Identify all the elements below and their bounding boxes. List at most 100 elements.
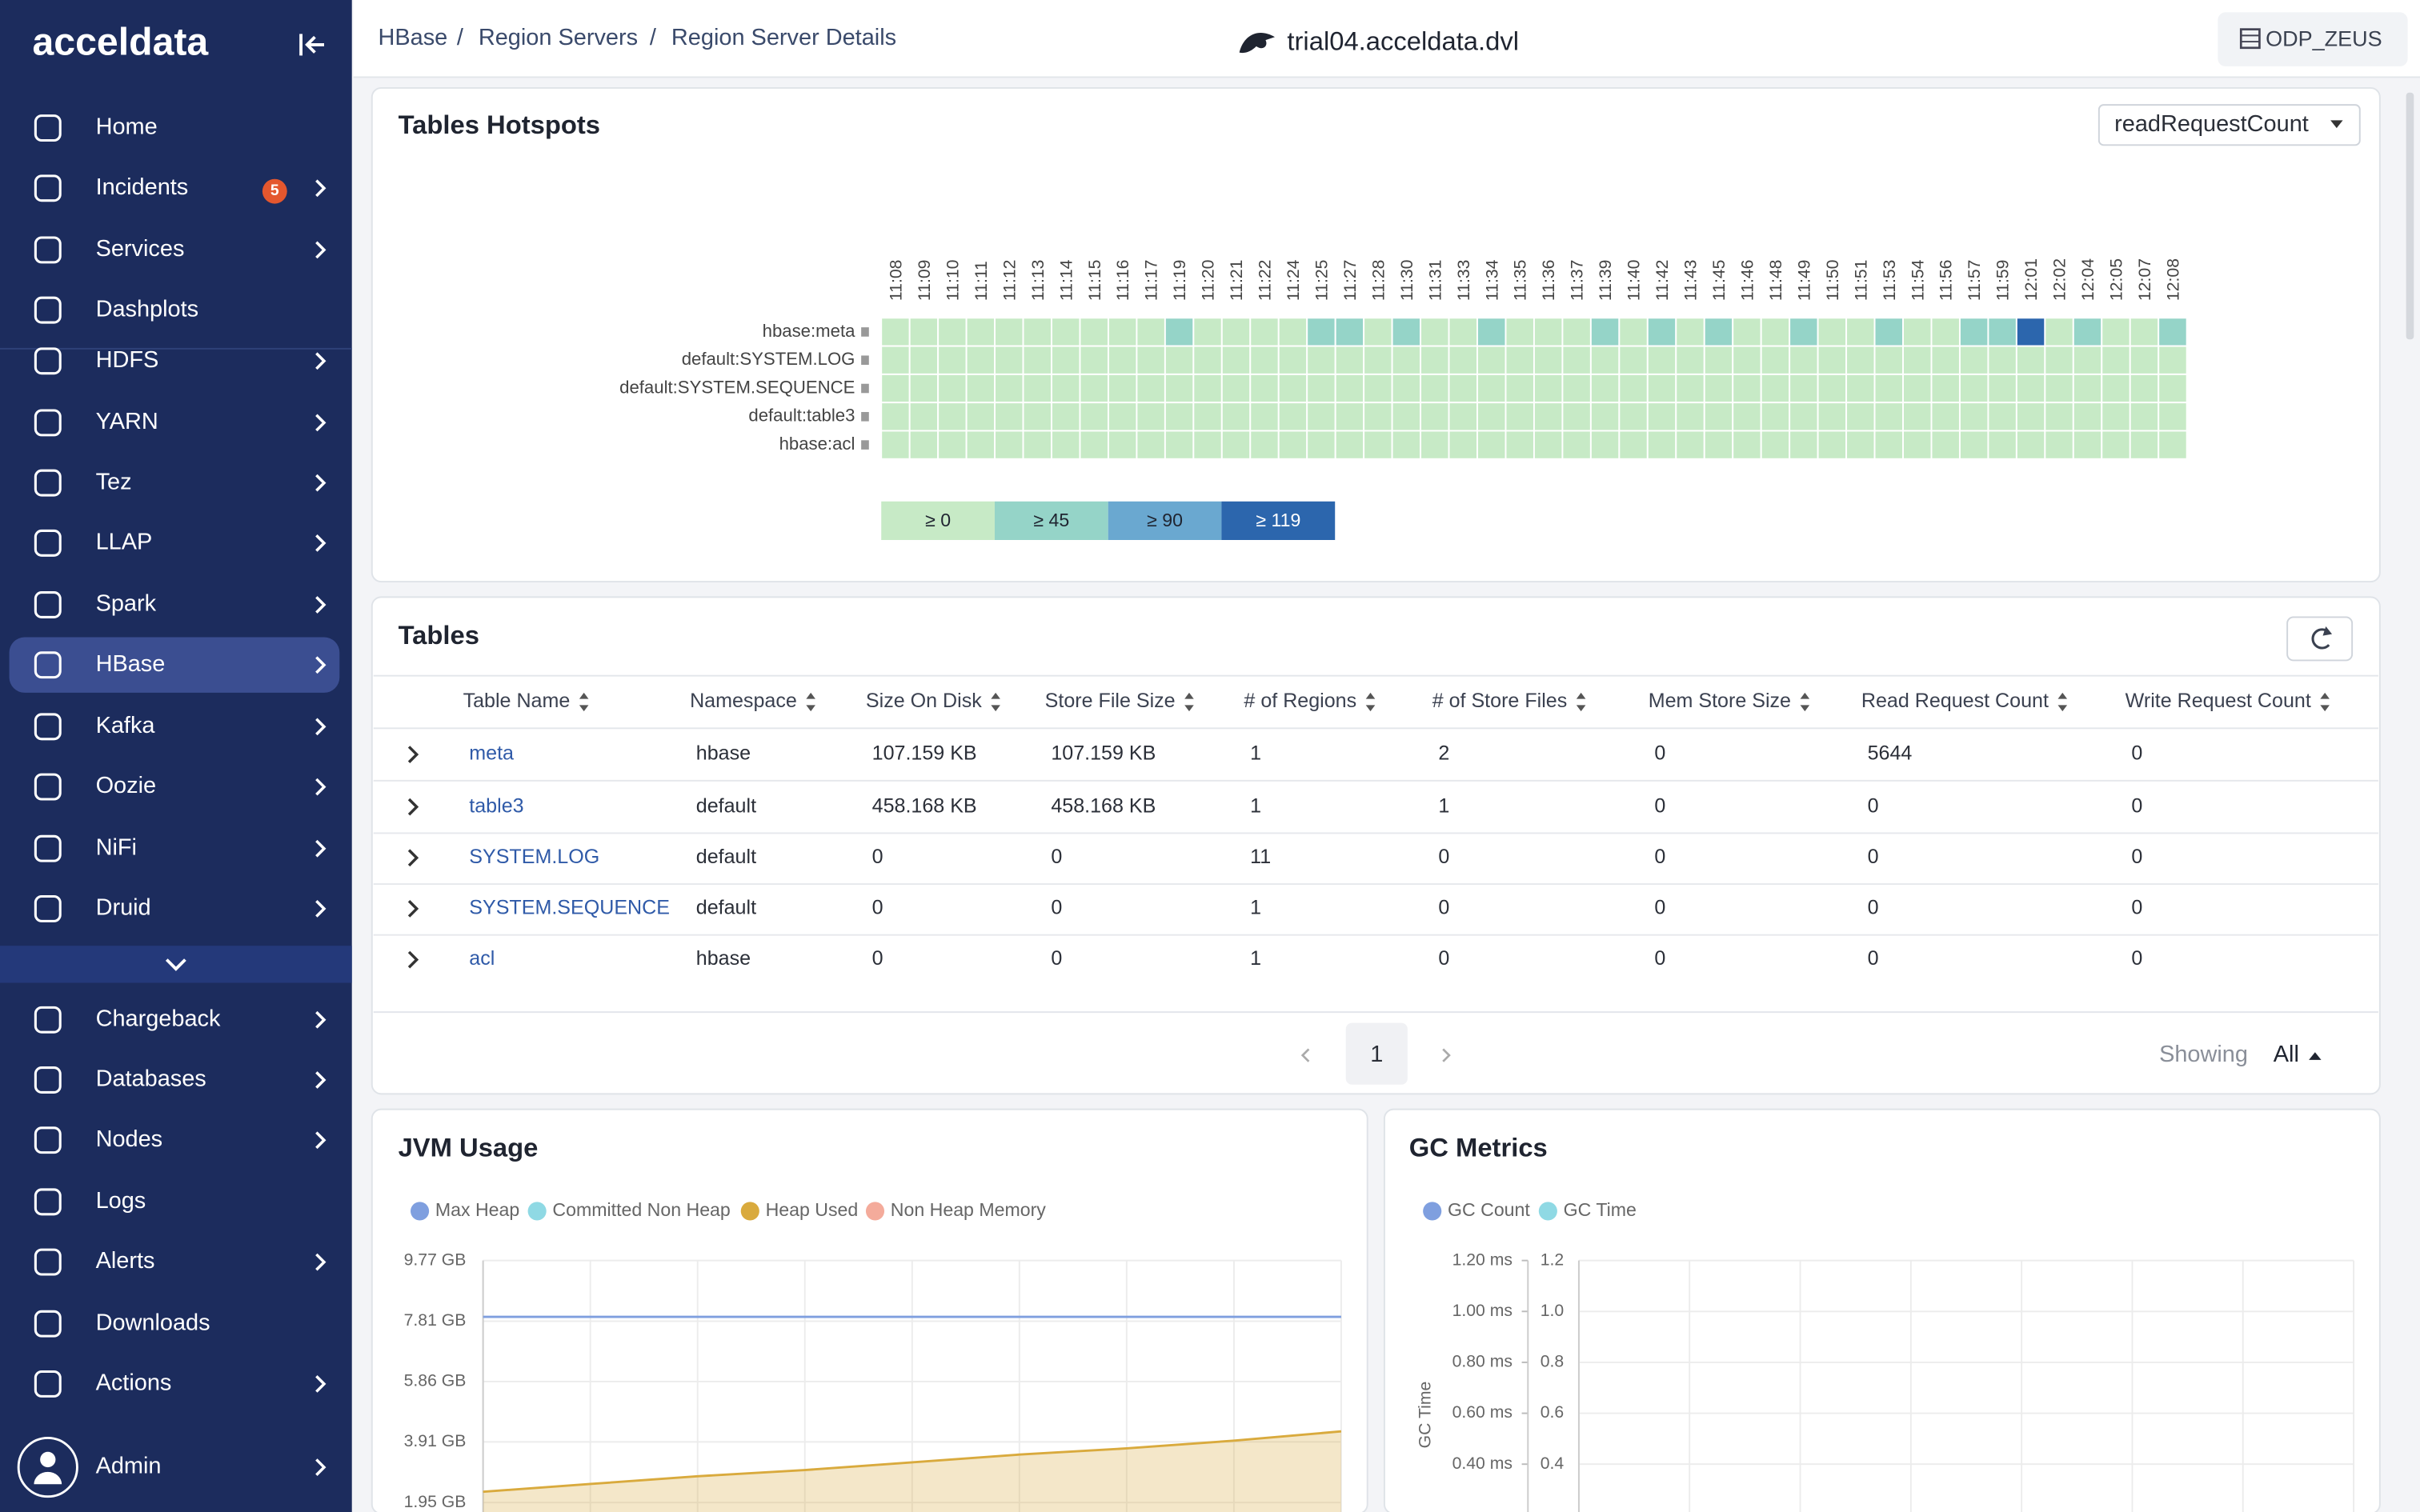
heat-cell[interactable]	[1220, 373, 1252, 404]
heat-cell[interactable]	[1079, 430, 1109, 460]
heat-cell[interactable]	[1675, 317, 1705, 347]
heat-cell[interactable]	[1391, 402, 1422, 432]
heat-cell[interactable]	[1220, 317, 1252, 347]
heat-cell[interactable]	[1760, 430, 1791, 460]
heat-cell[interactable]	[1703, 373, 1734, 404]
heat-cell[interactable]	[880, 430, 911, 460]
heat-cell[interactable]	[937, 430, 968, 460]
heat-cell[interactable]	[1561, 402, 1592, 432]
heat-cell[interactable]	[1164, 402, 1195, 432]
heat-cell[interactable]	[1249, 317, 1280, 347]
heat-cell[interactable]	[937, 317, 968, 347]
heat-cell[interactable]	[1845, 373, 1876, 404]
heat-cell[interactable]	[2072, 317, 2103, 347]
table-name-link[interactable]: table3	[469, 794, 523, 817]
column-header[interactable]: Namespace	[690, 690, 797, 712]
heat-cell[interactable]	[2158, 317, 2188, 347]
heat-cell[interactable]	[1306, 317, 1336, 347]
nav-item[interactable]: Actions	[34, 1370, 327, 1398]
heat-cell[interactable]	[1391, 317, 1422, 347]
heat-cell[interactable]	[1732, 345, 1762, 375]
heat-cell[interactable]	[1845, 345, 1876, 375]
heat-cell[interactable]	[1902, 373, 1933, 404]
heat-cell[interactable]	[1136, 317, 1166, 347]
heat-cell[interactable]	[1987, 373, 2017, 404]
nav-item[interactable]: Dashplots	[34, 296, 198, 324]
heat-cell[interactable]	[1448, 430, 1478, 460]
heat-cell[interactable]	[937, 345, 968, 375]
heat-cell[interactable]	[1789, 430, 1819, 460]
heat-cell[interactable]	[1789, 373, 1819, 404]
heat-cell[interactable]	[1476, 402, 1507, 432]
heat-cell[interactable]	[1817, 317, 1848, 347]
heat-cell[interactable]	[1533, 345, 1564, 375]
legend-marker[interactable]	[527, 1202, 547, 1221]
heat-cell[interactable]	[2044, 345, 2074, 375]
heat-cell[interactable]	[1220, 345, 1252, 375]
legend-marker[interactable]	[740, 1202, 759, 1221]
heat-cell[interactable]	[1504, 373, 1535, 404]
heat-cell[interactable]	[1192, 430, 1223, 460]
heat-cell[interactable]	[1022, 317, 1052, 347]
heat-cell[interactable]	[2044, 430, 2074, 460]
heat-cell[interactable]	[994, 317, 1024, 347]
heat-cell[interactable]	[1930, 402, 1961, 432]
heat-cell[interactable]	[1646, 317, 1677, 347]
chevron-icon[interactable]	[407, 849, 419, 867]
heat-cell[interactable]	[1987, 430, 2017, 460]
legend-label[interactable]: Non Heap Memory	[891, 1199, 1047, 1220]
heat-cell[interactable]	[1873, 345, 1904, 375]
heat-cell[interactable]	[2044, 317, 2074, 347]
nav-item[interactable]: Tez	[34, 469, 327, 497]
next-page[interactable]	[1442, 1048, 1451, 1062]
nav-item[interactable]: Home	[34, 114, 158, 142]
heat-cell[interactable]	[1958, 345, 1989, 375]
heat-cell[interactable]	[1420, 345, 1450, 375]
heat-cell[interactable]	[908, 430, 940, 460]
heat-cell[interactable]	[1675, 430, 1705, 460]
heat-cell[interactable]	[1107, 345, 1138, 375]
heat-cell[interactable]	[1136, 373, 1166, 404]
heat-cell[interactable]	[2044, 373, 2074, 404]
heat-cell[interactable]	[1817, 345, 1848, 375]
heat-cell[interactable]	[1051, 373, 1081, 404]
heat-cell[interactable]	[1561, 373, 1592, 404]
heat-cell[interactable]	[1391, 345, 1422, 375]
heat-cell[interactable]	[1164, 373, 1195, 404]
page-button[interactable]	[1345, 1022, 1408, 1085]
heat-cell[interactable]	[1363, 317, 1393, 347]
heat-cell[interactable]	[1022, 402, 1052, 432]
heat-cell[interactable]	[1363, 373, 1393, 404]
heat-cell[interactable]	[2044, 402, 2074, 432]
heat-cell[interactable]	[1561, 430, 1592, 460]
heat-cell[interactable]	[1817, 402, 1848, 432]
heat-cell[interactable]	[2129, 430, 2160, 460]
heat-cell[interactable]	[1079, 402, 1109, 432]
heat-cell[interactable]	[1618, 402, 1649, 432]
legend-marker[interactable]	[1423, 1202, 1442, 1221]
heat-cell[interactable]	[2101, 430, 2131, 460]
heat-cell[interactable]	[1022, 373, 1052, 404]
heat-cell[interactable]	[1958, 317, 1989, 347]
heat-cell[interactable]	[1277, 345, 1308, 375]
heat-cell[interactable]	[2158, 430, 2188, 460]
heat-cell[interactable]	[1873, 430, 1904, 460]
heat-cell[interactable]	[1646, 402, 1677, 432]
heat-cell[interactable]	[937, 373, 968, 404]
heat-cell[interactable]	[2015, 345, 2046, 375]
heat-cell[interactable]	[1391, 373, 1422, 404]
heat-cell[interactable]	[1022, 345, 1052, 375]
heat-cell[interactable]	[965, 402, 996, 432]
heat-cell[interactable]	[2129, 345, 2160, 375]
heat-cell[interactable]	[1249, 345, 1280, 375]
heat-cell[interactable]	[1363, 402, 1393, 432]
prev-page[interactable]	[1300, 1048, 1310, 1062]
heat-cell[interactable]	[1051, 345, 1081, 375]
heat-cell[interactable]	[1448, 317, 1478, 347]
nav-item[interactable]: Admin	[17, 1436, 327, 1498]
heat-cell[interactable]	[1334, 373, 1365, 404]
heat-cell[interactable]	[2158, 402, 2188, 432]
heat-cell[interactable]	[1817, 373, 1848, 404]
column-header[interactable]: Table Name	[463, 690, 571, 712]
heat-cell[interactable]	[994, 345, 1024, 375]
